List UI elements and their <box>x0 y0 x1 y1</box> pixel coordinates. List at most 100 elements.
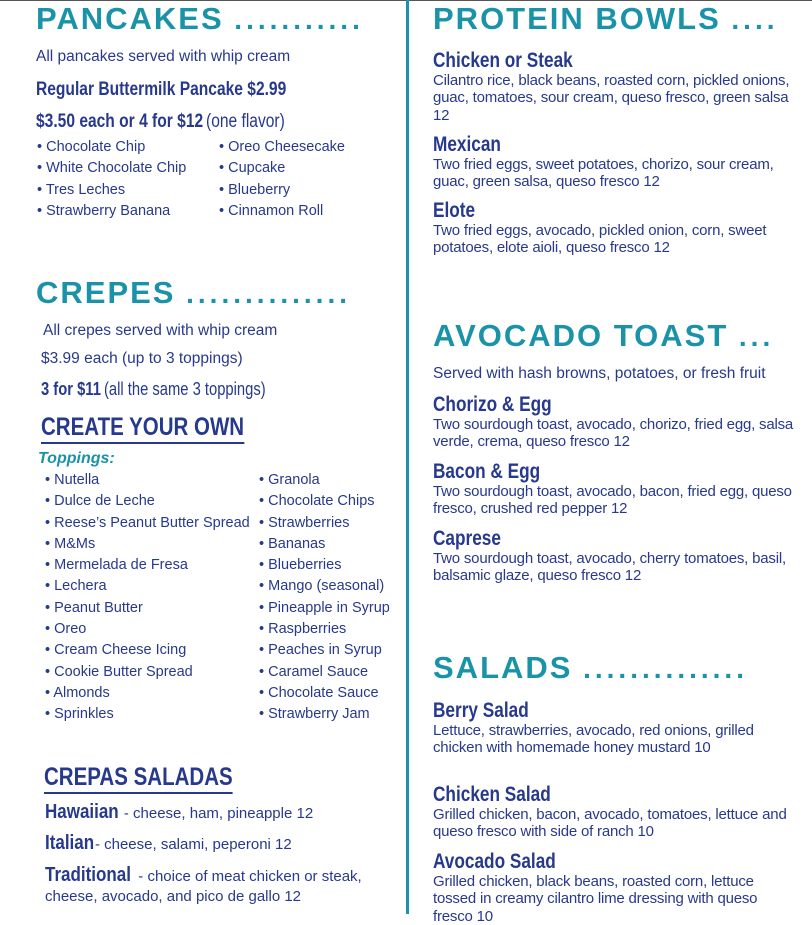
list-item: Chocolate Sauce <box>259 683 390 704</box>
salads-title: SALADS <box>433 650 573 685</box>
list-item: Lechera <box>45 576 250 597</box>
dot-leader: ........... <box>234 4 364 35</box>
pancake-flavors-col1: Chocolate ChipWhite Chocolate ChipTres L… <box>37 137 187 222</box>
dot-leader: .... <box>731 4 779 35</box>
item-description: Two fried eggs, sweet potatoes, chorizo,… <box>433 156 774 191</box>
menu-item: Chicken or Steak Cilantro rice, black bea… <box>433 49 798 124</box>
list-item: Bananas <box>259 534 390 555</box>
crepa-name: Traditional <box>45 864 131 886</box>
list-item: Cupcake <box>219 158 345 179</box>
menu-item: Bacon & Egg Two sourdough toast, avocado,… <box>433 460 798 518</box>
list-item: Cinnamon Roll <box>219 201 345 222</box>
item-description: Cilantro rice, black beans, roasted corn… <box>433 72 790 124</box>
item-name: Berry Salad <box>433 699 529 722</box>
item-description: Lettuce, strawberries, avocado, red onio… <box>433 722 754 757</box>
avocado-toast-heading: AVOCADO TOAST ... <box>433 319 774 354</box>
list-item: Chocolate Chip <box>37 137 186 158</box>
menu-item: Berry Salad Lettuce, strawberries, avocad… <box>433 699 798 757</box>
dot-leader: .............. <box>583 653 748 684</box>
regular-pancake-label: Regular Buttermilk Pancake $2.99 <box>36 79 287 100</box>
avocado-toast-title: AVOCADO TOAST <box>433 318 729 353</box>
item-name: Chicken Salad <box>433 783 551 806</box>
crepas-saladas-heading: CREPAS SALADAS <box>44 763 274 794</box>
list-item: White Chocolate Chip <box>37 158 186 179</box>
item-name: Chorizo & Egg <box>433 393 552 416</box>
crepes-deal-note: (all the same 3 toppings) <box>104 379 266 399</box>
pancake-deal-price: $3.50 each or 4 for $12 <box>36 111 204 132</box>
regular-pancake-price: Regular Buttermilk Pancake $2.99 <box>36 79 341 101</box>
pancake-deal-note: (one flavor) <box>205 111 285 132</box>
crepa-name: Italian <box>45 832 95 854</box>
menu-item: Elote Two fried eggs, avocado, pickled on… <box>433 199 798 257</box>
list-item: Peaches in Syrup <box>259 640 390 661</box>
toppings-col1: NutellaDulce de LecheReese’s Peanut Butt… <box>45 470 250 726</box>
crepes-price: $3.99 each (up to 3 toppings) <box>41 350 243 367</box>
item-description: Two sourdough toast, avocado, cherry tom… <box>433 550 786 585</box>
dot-leader: ... <box>738 321 775 352</box>
protein-bowls-heading: PROTEIN BOWLS .... <box>433 2 779 37</box>
list-item: Sprinkles <box>45 704 250 725</box>
item-name: Avocado Salad <box>433 850 556 873</box>
protein-bowls-title: PROTEIN BOWLS <box>433 1 721 36</box>
list-item: Oreo <box>45 619 250 640</box>
item-name: Bacon & Egg <box>433 460 541 483</box>
list-item: Mermelada de Fresa <box>45 555 250 576</box>
item-name: Caprese <box>433 527 501 550</box>
list-item: Oreo Cheesecake <box>219 137 345 158</box>
crepa-name: Hawaiian <box>45 801 119 823</box>
item-description: Grilled chicken, black beans, roasted co… <box>433 873 758 925</box>
item-name: Elote <box>433 199 476 222</box>
list-item: Reese’s Peanut Butter Spread <box>45 513 250 534</box>
list-item: Raspberries <box>259 619 390 640</box>
list-item: Pineapple in Syrup <box>259 598 390 619</box>
menu-item: Chicken Salad Grilled chicken, bacon, avo… <box>433 783 798 841</box>
crepes-title: CREPES <box>36 275 176 310</box>
menu-item: Chorizo & Egg Two sourdough toast, avocad… <box>433 393 798 451</box>
crepa-desc: - cheese, ham, pineapple 12 <box>119 805 314 822</box>
item-description: Two sourdough toast, avocado, chorizo, f… <box>433 416 794 451</box>
list-item: Tres Leches <box>37 180 186 201</box>
toppings-col2: GranolaChocolate ChipsStrawberriesBanana… <box>259 470 390 726</box>
pancake-deal: $3.50 each or 4 for $12 (one flavor) <box>36 111 302 133</box>
list-item: Cookie Butter Spread <box>45 662 250 683</box>
crepa-traditional: Traditional - choice of meat chicken or … <box>45 865 362 907</box>
create-your-own-title: CREATE YOUR OWN <box>41 413 245 444</box>
create-your-own-heading: CREATE YOUR OWN <box>41 413 289 444</box>
crepas-saladas-title: CREPAS SALADAS <box>44 763 233 794</box>
crepes-deal: 3 for $11 (all the same 3 toppings) <box>41 378 301 400</box>
list-item: Chocolate Chips <box>259 491 390 512</box>
list-item: Dulce de Leche <box>45 491 250 512</box>
pancakes-heading: PANCAKES ........... <box>36 2 364 37</box>
toppings-label: Toppings: <box>38 450 115 467</box>
crepes-intro: All crepes served with whip cream <box>43 322 278 339</box>
pancakes-intro: All pancakes served with whip cream <box>36 48 291 65</box>
list-item: Blueberry <box>219 180 345 201</box>
list-item: Blueberries <box>259 555 390 576</box>
crepa-desc-cont: cheese, avocado, and pico de gallo 12 <box>45 888 302 905</box>
crepa-desc: - cheese, salami, peperoni 12 <box>90 836 292 853</box>
menu-item: Mexican Two fried eggs, sweet potatoes, c… <box>433 133 798 191</box>
avocado-toast-intro: Served with hash browns, potatoes, or fr… <box>433 365 766 382</box>
list-item: Nutella <box>45 470 250 491</box>
pancake-flavors-col2: Oreo CheesecakeCupcakeBlueberryCinnamon … <box>219 137 345 222</box>
item-description: Two fried eggs, avocado, pickled onion, … <box>433 222 767 257</box>
crepes-heading: CREPES .............. <box>36 276 351 311</box>
crepa-italian: Italian - cheese, salami, peperoni 12 <box>45 833 292 855</box>
list-item: Peanut Butter <box>45 598 250 619</box>
dot-leader: .............. <box>186 278 352 309</box>
list-item: Granola <box>259 470 390 491</box>
pancakes-title: PANCAKES <box>36 1 224 36</box>
item-name: Mexican <box>433 133 501 156</box>
list-item: Almonds <box>45 683 250 704</box>
column-divider <box>406 0 409 914</box>
list-item: M&Ms <box>45 534 250 555</box>
menu-item: Caprese Two sourdough toast, avocado, che… <box>433 527 798 585</box>
list-item: Strawberry Jam <box>259 704 390 725</box>
crepes-deal-price: 3 for $11 <box>41 379 101 399</box>
salads-heading: SALADS .............. <box>433 651 748 686</box>
item-description: Grilled chicken, bacon, avocado, tomatoe… <box>433 806 787 841</box>
list-item: Strawberries <box>259 513 390 534</box>
list-item: Cream Cheese Icing <box>45 640 250 661</box>
crepa-hawaiian: Hawaiian - cheese, ham, pineapple 12 <box>45 802 313 824</box>
item-name: Chicken or Steak <box>433 49 573 72</box>
